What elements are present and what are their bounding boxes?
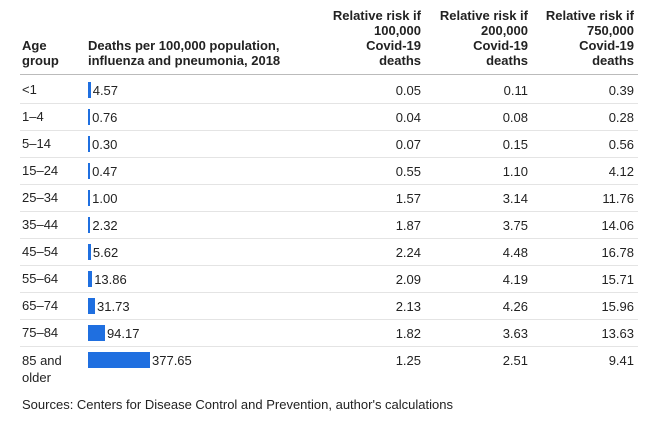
row-rule [20,319,638,320]
column-header: Age [22,38,47,53]
source: Sources: Centers for Disease Control and… [22,397,453,412]
relative-risk: 15.71 [601,272,634,287]
age-group: 75–84 [22,325,59,340]
death-bar [88,109,91,125]
relative-risk: 3.75 [502,218,528,233]
death-bar [88,190,91,206]
relative-risk: 9.41 [608,353,634,368]
death-bar [88,244,91,260]
death-bar [88,271,93,287]
row-rule [20,292,638,293]
age-group: 25–34 [22,190,59,205]
relative-risk: 4.48 [502,245,528,260]
column-header: deaths [379,53,421,68]
relative-risk: 3.63 [502,326,528,341]
relative-risk: 0.07 [395,137,421,152]
death-rate: 31.73 [97,299,130,314]
row-rule [20,211,638,212]
row-rule [20,157,638,158]
age-group: 45–54 [22,244,59,259]
death-bar [88,352,150,368]
death-bar [88,298,96,314]
relative-risk: 1.10 [502,164,528,179]
age-group: 15–24 [22,163,59,178]
relative-risk: 1.25 [395,353,421,368]
column-header: Covid-19 [473,38,528,53]
relative-risk: 2.24 [395,245,421,260]
death-rate: 94.17 [106,326,140,341]
row-rule [20,346,638,347]
relative-risk: 11.76 [602,191,634,206]
relative-risk: 0.56 [608,137,634,152]
death-bar [88,82,91,98]
relative-risk: 4.26 [502,299,528,314]
column-header: group [22,53,59,68]
column-header: Relative risk if [545,8,634,23]
column-header: influenza and pneumonia, 2018 [88,53,281,68]
age-group: 5–14 [22,136,51,151]
column-header: Covid-19 [366,38,421,53]
column-header: deaths [592,53,634,68]
age-group: <1 [22,82,37,97]
column-header: Relative risk if [332,8,421,23]
relative-risk: 0.11 [503,83,528,98]
age-group: 35–44 [22,217,59,232]
age-group: 85 and older [22,353,62,385]
death-rate: 2.32 [92,218,118,233]
column-header: Covid-19 [579,38,634,53]
relative-risk: 0.39 [608,83,634,98]
death-bar [88,163,91,179]
row-rule [20,265,638,266]
column-header: Relative risk if [439,8,528,23]
relative-risk: 0.55 [395,164,421,179]
row-rule [20,130,638,131]
relative-risk: 1.57 [395,191,421,206]
death-rate: 13.86 [94,272,127,287]
column-header: Deaths per 100,000 population, [88,38,280,53]
death-rate: 5.62 [92,245,119,260]
age-group: 65–74 [22,298,59,313]
relative-risk: 13.63 [601,326,634,341]
death-rate: 1.00 [92,191,118,206]
relative-risk: 1.82 [395,326,421,341]
row-rule [20,103,638,104]
death-bar [88,136,91,152]
death-rate: 377.65 [152,353,192,368]
relative-risk: 0.28 [608,110,634,125]
column-header: 200,000 [481,23,528,38]
relative-risk: 4.19 [502,272,528,287]
relative-risk: 0.08 [502,110,528,125]
death-rate: 4.57 [92,83,119,98]
relative-risk: 3.14 [502,191,528,206]
header-rule [20,74,638,75]
age-group: 1–4 [22,109,44,124]
column-header: 750,000 [587,23,634,38]
relative-risk: 0.04 [395,110,421,125]
relative-risk: 2.51 [502,353,528,368]
relative-risk: 1.87 [395,218,421,233]
column-header: 100,000 [374,23,421,38]
relative-risk: 2.13 [395,299,421,314]
death-rate: 0.47 [92,164,118,179]
row-rule [20,238,638,239]
relative-risk: 4.12 [608,164,634,179]
relative-risk: 0.15 [502,137,528,152]
death-rate: 0.30 [92,137,118,152]
relative-risk: 2.09 [395,272,421,287]
death-bar [88,325,105,341]
relative-risk: 14.06 [601,218,634,233]
relative-risk: 16.78 [601,245,634,260]
death-bar [88,217,91,233]
death-rate: 0.76 [92,110,118,125]
relative-risk: 15.96 [601,299,634,314]
column-header: deaths [486,53,528,68]
relative-risk: 0.05 [395,83,421,98]
age-group: 55–64 [22,271,59,286]
row-rule [20,184,638,185]
